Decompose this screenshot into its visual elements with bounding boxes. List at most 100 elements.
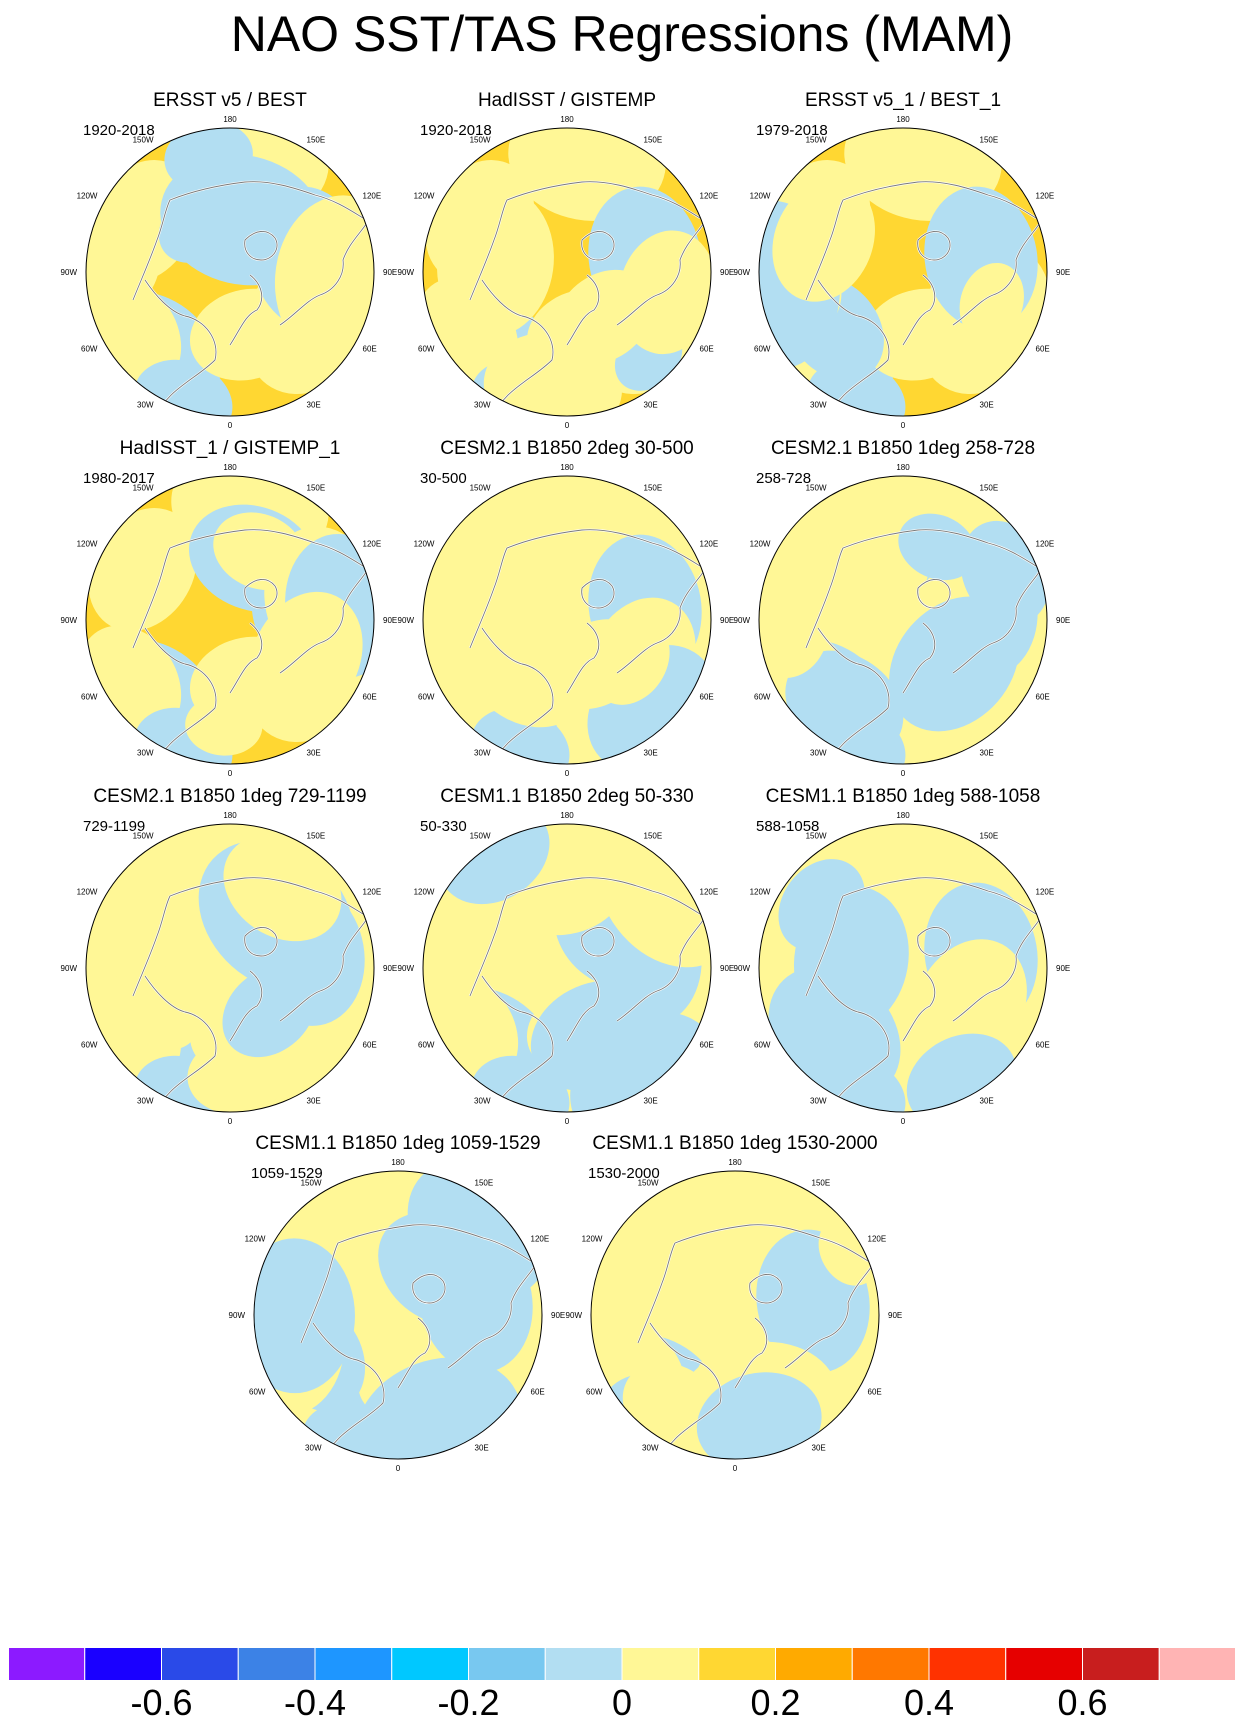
polar-map: 180 150W 150E 120W 120E 90W 90E 60W 60E 30W 30E 0 <box>734 463 1071 778</box>
polar-map: 180 150W 150E 120W 120E 90W 90E 60W 60E 30W 30E 0 <box>398 115 735 430</box>
lon-label: 150E <box>980 135 999 144</box>
lon-label: 90E <box>383 964 397 973</box>
lon-label: 150E <box>475 1178 494 1187</box>
panel-period: 588-1058 <box>756 818 820 835</box>
lon-label: 0 <box>901 421 906 430</box>
coastline-outline-segment <box>132 199 171 301</box>
coastline-outline-segment <box>469 547 508 649</box>
map-boundary <box>85 475 375 765</box>
lon-label: 90E <box>1056 268 1070 277</box>
anomaly-contour <box>453 575 595 728</box>
coastline-outline-segment <box>506 877 701 915</box>
coastlines-outline <box>469 877 711 1112</box>
lon-label: 90E <box>720 268 734 277</box>
panel-title: HadISST_1 / GISTEMP_1 <box>119 438 341 459</box>
lon-label: 30E <box>980 401 994 410</box>
anomaly-contour <box>785 650 904 759</box>
coastline-outline-segment <box>805 895 844 997</box>
lon-label: 120E <box>1036 540 1055 549</box>
anomaly-contour <box>889 596 1020 732</box>
lon-label: 150W <box>806 483 827 492</box>
lon-label: 30W <box>137 749 154 758</box>
lon-label: 150E <box>307 831 326 840</box>
lon-label: 120E <box>363 540 382 549</box>
polar-map: 180 150W 150E 120W 120E 90W 90E 60W 60E 30W 30E 0 <box>398 463 735 778</box>
lon-label: 180 <box>391 1158 405 1167</box>
anomaly-contour <box>185 695 263 756</box>
coastline-outline-segment <box>244 231 278 261</box>
coastline-outline-segment <box>144 627 217 764</box>
coastlines-outline <box>805 529 1047 764</box>
coastline-outline-segment <box>481 975 554 1112</box>
coastline-outline-segment <box>481 279 554 416</box>
lon-label: 60E <box>868 1388 882 1397</box>
coastline-outline-segment <box>244 927 278 957</box>
panel-period: 1920-2018 <box>83 122 155 139</box>
lon-label: 60W <box>81 1041 98 1050</box>
lon-label: 60W <box>754 1041 771 1050</box>
coastline-outline-segment <box>229 622 263 694</box>
anomaly-contour <box>223 834 342 942</box>
map-panel: 180 150W 150E 120W 120E 90W 90E 60W 60E 30W 30E 0 CE… <box>718 438 1088 810</box>
lon-label: 60W <box>754 345 771 354</box>
lon-label: 150E <box>644 483 663 492</box>
lon-label: 120E <box>700 540 719 549</box>
lon-label: 180 <box>223 115 237 124</box>
lon-label: 30W <box>810 1097 827 1106</box>
lon-label: 90E <box>551 1311 565 1320</box>
lon-label: 150W <box>133 135 154 144</box>
colorbar-swatch <box>1082 1647 1160 1681</box>
lon-label: 150W <box>133 831 154 840</box>
lon-label: 180 <box>896 463 910 472</box>
lon-label: 30E <box>307 401 321 410</box>
lon-label: 30E <box>307 1097 321 1106</box>
colorbar-tick-label: 0.6 <box>1057 1682 1108 1723</box>
panel-title: CESM1.1 B1850 1deg 588-1058 <box>765 786 1041 807</box>
lon-label: 90W <box>61 268 78 277</box>
lon-label: 30W <box>474 401 491 410</box>
lon-label: 60E <box>700 693 714 702</box>
coastlines-outline <box>637 1224 879 1459</box>
map-panel: 180 150W 150E 120W 120E 90W 90E 60W 60E 30W 30E 0 CE… <box>718 786 1088 1158</box>
coastline-outline-segment <box>581 231 615 261</box>
lon-label: 60W <box>81 693 98 702</box>
lon-label: 30E <box>644 749 658 758</box>
coastline-outline-segment <box>169 529 364 567</box>
lon-label: 90W <box>566 1311 583 1320</box>
lon-label: 30W <box>810 749 827 758</box>
lon-label: 150E <box>812 1178 831 1187</box>
lon-label: 30E <box>307 749 321 758</box>
panel-title: CESM2.1 B1850 2deg 30-500 <box>440 438 694 459</box>
lon-label: 180 <box>896 115 910 124</box>
lon-label: 150E <box>307 135 326 144</box>
colorbar-swatch <box>468 1647 546 1681</box>
colorbar-tick-label: 0.2 <box>750 1682 801 1723</box>
lon-label: 90E <box>888 1311 902 1320</box>
coastline-outline-segment <box>902 970 936 1042</box>
coastlines-outline <box>132 877 374 1112</box>
lon-label: 30W <box>305 1444 322 1453</box>
coastline-outline-segment <box>169 877 364 915</box>
lon-label: 120W <box>77 540 98 549</box>
panel-period: 1979-2018 <box>756 122 828 139</box>
lon-label: 150W <box>301 1178 322 1187</box>
coastline-outline-segment <box>279 209 374 326</box>
coastline-outline-segment <box>734 1317 768 1389</box>
panel-title: ERSST v5 / BEST <box>153 90 307 111</box>
coastline-outline-segment <box>469 199 508 301</box>
coastline-outline-segment <box>132 547 171 649</box>
colorbar-swatch <box>314 1647 393 1681</box>
panel-title: HadISST / GISTEMP <box>477 90 657 111</box>
map-panel: 180 150W 150E 120W 120E 90W 90E 60W 60E 30W 30E 0 CE… <box>550 1133 920 1505</box>
lon-label: 30E <box>475 1444 489 1453</box>
colorbar-swatch <box>1005 1647 1083 1681</box>
lon-label: 30E <box>812 1444 826 1453</box>
polar-map: 180 150W 150E 120W 120E 90W 90E 60W 60E 30W 30E 0 <box>61 463 398 778</box>
anomaly-contour <box>355 1357 523 1459</box>
lon-label: 150W <box>133 483 154 492</box>
colorbar-tick-label: 0 <box>611 1682 633 1723</box>
lon-label: 60W <box>586 1388 603 1397</box>
coastline-outline-segment <box>244 579 278 609</box>
coastline-outline-segment <box>952 905 1047 1022</box>
coastlines-outline <box>469 181 711 416</box>
